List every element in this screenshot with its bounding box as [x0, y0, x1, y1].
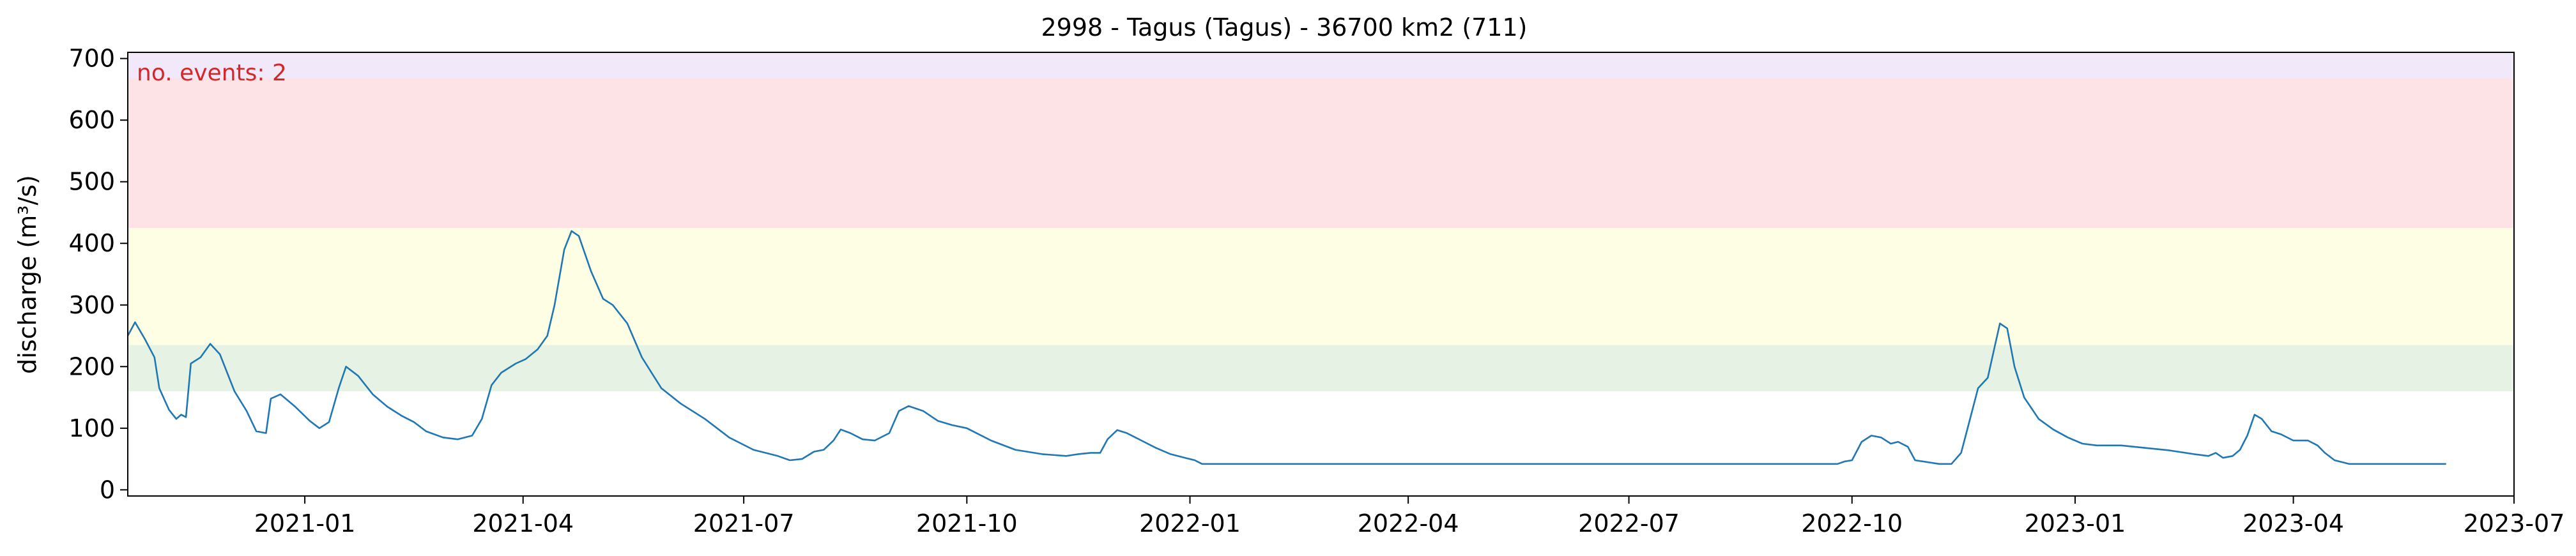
y-tick-label: 0 — [100, 476, 115, 504]
y-tick-label: 100 — [68, 414, 115, 442]
plot-frame — [127, 52, 2515, 497]
chart-title: 2998 - Tagus (Tagus) - 36700 km2 (711) — [1041, 13, 1527, 41]
x-tick-label: 2021-07 — [693, 509, 795, 537]
x-tick-label: 2022-10 — [1801, 509, 1903, 537]
x-tick-label: 2021-01 — [254, 509, 356, 537]
threshold-band-0 — [128, 345, 2514, 391]
y-tick-label: 400 — [68, 229, 115, 257]
x-tick-label: 2023-07 — [2464, 509, 2565, 537]
y-axis-label: discharge (m³/s) — [13, 175, 42, 374]
y-tick-label: 500 — [68, 168, 115, 196]
y-tick-label: 700 — [68, 45, 115, 73]
events-annotation: no. events: 2 — [137, 60, 287, 86]
x-tick-label: 2021-10 — [916, 509, 1018, 537]
y-tick-label: 600 — [68, 106, 115, 134]
x-tick-label: 2021-04 — [472, 509, 574, 537]
threshold-band-2 — [128, 78, 2514, 229]
threshold-band-3 — [128, 52, 2514, 79]
x-tick-labels: 2021-01 2021-04 2021-07 2021-10 2022-01 2022-… — [254, 496, 2565, 537]
threshold-bands — [128, 52, 2514, 391]
x-tick-label: 2022-04 — [1358, 509, 1459, 537]
discharge-series — [126, 230, 2446, 465]
x-tick-label: 2022-07 — [1578, 509, 1680, 537]
threshold-band-1 — [128, 228, 2514, 345]
y-tick-label: 300 — [68, 291, 115, 319]
discharge-line-0 — [126, 230, 2446, 465]
x-tick-label: 2023-04 — [2242, 509, 2344, 537]
y-tick-labels: 0 100 200 300 400 500 600 700 — [68, 45, 128, 504]
x-tick-label: 2022-01 — [1139, 509, 1241, 537]
x-tick-label: 2023-01 — [2025, 509, 2126, 537]
y-tick-label: 200 — [68, 352, 115, 380]
